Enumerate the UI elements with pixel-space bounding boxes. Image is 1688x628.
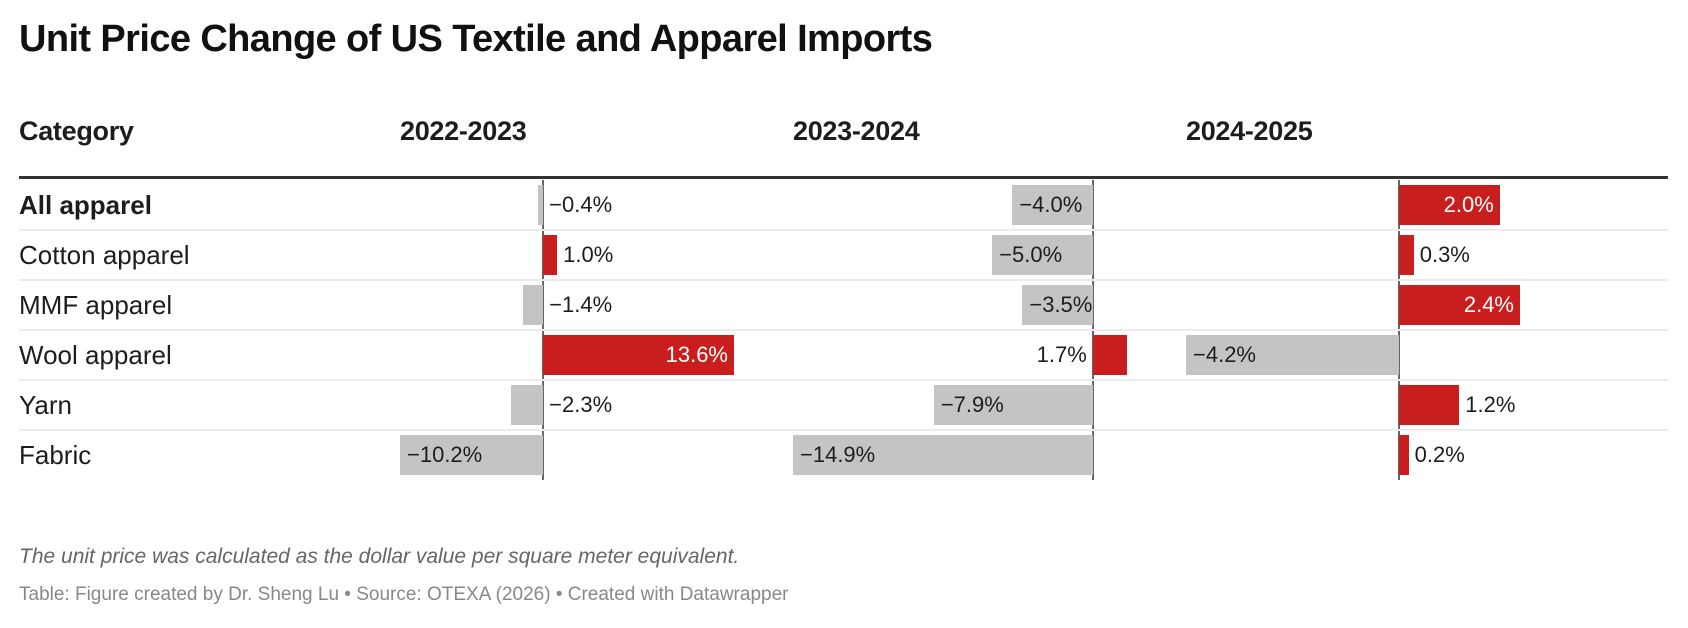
header-rule xyxy=(19,176,1668,179)
bar-2022-2023 xyxy=(510,385,544,425)
column-header-2024-2025[interactable]: 2024-2025 xyxy=(1186,116,1313,146)
bar-2022-2023 xyxy=(400,435,544,475)
value-label: −10.2% xyxy=(407,442,483,467)
row-separator xyxy=(19,229,1668,231)
value-label: −1.4% xyxy=(549,292,613,317)
value-label: −0.4% xyxy=(549,192,613,217)
bar-2024-2025 xyxy=(1398,435,1409,475)
value-label: 1.0% xyxy=(563,242,614,267)
value-label: 2.4% xyxy=(1463,292,1514,317)
bar-2022-2023 xyxy=(537,185,544,225)
category-label: Fabric xyxy=(19,440,92,470)
bar-2024-2025 xyxy=(1398,385,1460,425)
bar-2024-2025 xyxy=(1186,335,1399,375)
category-label: Yarn xyxy=(19,390,72,420)
table-row: Wool apparel xyxy=(19,328,1668,382)
row-separator xyxy=(19,279,1668,281)
category-label: MMF apparel xyxy=(19,290,173,320)
bar-2022-2023 xyxy=(543,235,558,275)
bar-2023-2024 xyxy=(1012,185,1093,225)
value-label: 0.2% xyxy=(1414,442,1465,467)
table-row: Cotton apparel xyxy=(19,228,1668,282)
bar-2023-2024 xyxy=(1022,285,1093,325)
category-label: All apparel xyxy=(19,190,152,220)
value-label: −14.9% xyxy=(800,442,876,467)
value-label: 2.0% xyxy=(1443,192,1494,217)
chart-source: Table: Figure created by Dr. Sheng Lu • … xyxy=(19,584,789,605)
bar-2024-2025 xyxy=(1398,235,1414,275)
value-label: 0.3% xyxy=(1419,242,1470,267)
row-separator xyxy=(19,429,1668,431)
value-label: 1.2% xyxy=(1465,392,1516,417)
value-label: −4.0% xyxy=(1019,192,1083,217)
table-row: MMF apparel xyxy=(19,278,1668,332)
value-label: 13.6% xyxy=(665,342,728,367)
value-label: −5.0% xyxy=(999,242,1063,267)
value-label: 1.7% xyxy=(1036,342,1087,367)
value-label: −3.5% xyxy=(1029,292,1093,317)
value-label: −2.3% xyxy=(549,392,613,417)
row-separator xyxy=(19,379,1668,381)
value-label: −4.2% xyxy=(1193,342,1256,367)
chart-note: The unit price was calculated as the dol… xyxy=(19,545,740,568)
value-label: −7.9% xyxy=(940,392,1004,417)
bar-2024-2025 xyxy=(1398,185,1500,225)
bar-2024-2025 xyxy=(1398,285,1520,325)
table-row: Fabric xyxy=(19,428,1668,482)
column-header-2023-2024[interactable]: 2023-2024 xyxy=(793,116,920,146)
bar-2023-2024 xyxy=(793,435,1093,475)
column-header-2022-2023[interactable]: 2022-2023 xyxy=(400,116,527,146)
bar-2023-2024 xyxy=(933,385,1093,425)
bar-2022-2023 xyxy=(543,335,734,375)
row-separator xyxy=(19,329,1668,331)
chart-title: Unit Price Change of US Textile and Appa… xyxy=(19,18,933,60)
category-label: Cotton apparel xyxy=(19,240,190,270)
bar-2023-2024 xyxy=(1092,335,1127,375)
column-header-category[interactable]: Category xyxy=(19,116,134,146)
table-row: Yarn xyxy=(19,378,1668,432)
category-label: Wool apparel xyxy=(19,340,172,370)
bar-2023-2024 xyxy=(992,235,1093,275)
bar-2022-2023 xyxy=(523,285,544,325)
table-row: All apparel xyxy=(19,178,1668,232)
